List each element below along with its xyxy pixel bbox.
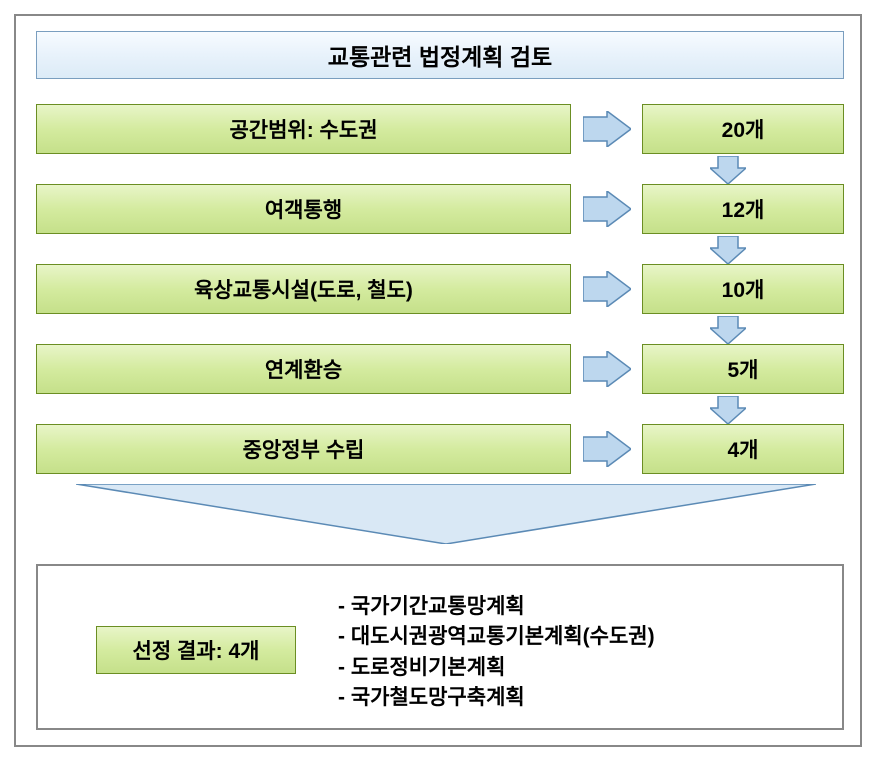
result-frame: 선정 결과: 4개 - 국가기간교통망계획 - 대도시권광역교통기본계획(수도권… xyxy=(36,564,844,730)
result-item: - 국가철도망구축계획 xyxy=(338,683,655,713)
arrow-down-icon xyxy=(710,236,746,264)
filter-row-1: 공간범위: 수도권 20개 xyxy=(36,104,844,154)
filter-label-box: 연계환승 xyxy=(36,344,571,394)
filter-label-box: 공간범위: 수도권 xyxy=(36,104,571,154)
filter-row-4: 연계환승 5개 xyxy=(36,344,844,394)
filter-count: 4개 xyxy=(728,434,759,464)
title-bar: 교통관련 법정계획 검토 xyxy=(36,31,844,79)
arrow-right-icon xyxy=(583,191,631,227)
result-list: - 국가기간교통망계획 - 대도시권광역교통기본계획(수도권) - 도로정비기본… xyxy=(338,592,655,714)
filter-row-3: 육상교통시설(도로, 철도) 10개 xyxy=(36,264,844,314)
arrow-right-icon xyxy=(583,111,631,147)
result-item: - 도로정비기본계획 xyxy=(338,653,655,683)
filter-label-box: 중앙정부 수립 xyxy=(36,424,571,474)
arrow-right-icon xyxy=(583,431,631,467)
filter-label: 중앙정부 수립 xyxy=(243,434,365,464)
arrow-right-icon xyxy=(583,351,631,387)
filter-count-box: 20개 xyxy=(642,104,844,154)
arrow-down-icon xyxy=(710,316,746,344)
result-label-box: 선정 결과: 4개 xyxy=(96,626,296,674)
filter-label: 여객통행 xyxy=(265,194,342,224)
filter-label: 공간범위: 수도권 xyxy=(229,114,377,144)
funnel-arrow-icon xyxy=(76,484,816,544)
filter-count: 10개 xyxy=(722,274,765,304)
filter-label: 육상교통시설(도로, 철도) xyxy=(194,274,413,304)
filter-count: 20개 xyxy=(722,114,765,144)
arrow-down-icon xyxy=(710,396,746,424)
arrow-down-icon xyxy=(710,156,746,184)
filter-count-box: 4개 xyxy=(642,424,844,474)
filter-label-box: 여객통행 xyxy=(36,184,571,234)
title-text: 교통관련 법정계획 검토 xyxy=(328,38,552,72)
filter-row-5: 중앙정부 수립 4개 xyxy=(36,424,844,474)
filter-count-box: 5개 xyxy=(642,344,844,394)
filter-count: 5개 xyxy=(728,354,759,384)
filter-label-box: 육상교통시설(도로, 철도) xyxy=(36,264,571,314)
filter-label: 연계환승 xyxy=(265,354,342,384)
arrow-right-icon xyxy=(583,271,631,307)
filter-count-box: 10개 xyxy=(642,264,844,314)
filter-count: 12개 xyxy=(722,194,765,224)
diagram-frame: 교통관련 법정계획 검토 공간범위: 수도권 20개 여객통행 12개 육상교통… xyxy=(14,14,862,747)
filter-count-box: 12개 xyxy=(642,184,844,234)
filter-row-2: 여객통행 12개 xyxy=(36,184,844,234)
result-label: 선정 결과: 4개 xyxy=(133,635,260,665)
result-item: - 국가기간교통망계획 xyxy=(338,592,655,622)
result-item: - 대도시권광역교통기본계획(수도권) xyxy=(338,622,655,652)
